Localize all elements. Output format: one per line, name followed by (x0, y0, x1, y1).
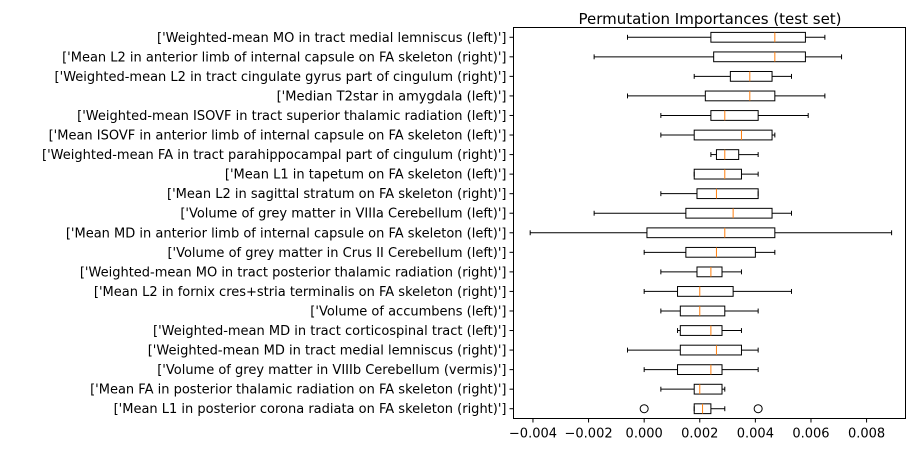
category-label: ['Mean L1 in posterior corona radiata on… (114, 402, 507, 417)
x-axis: −0.004 −0.002 0.000 0.002 0.004 0.006 0.008 (509, 418, 885, 442)
box-3 (693, 70, 793, 82)
iqr-box (685, 246, 756, 258)
iqr-box (679, 305, 726, 317)
iqr-box (713, 51, 806, 63)
box-11 (529, 227, 893, 239)
iqr-box (710, 31, 806, 43)
category-label: ['Mean FA in posterior thalamic radiatio… (90, 383, 506, 398)
iqr-box (677, 364, 723, 376)
x-tick-label: −0.002 (565, 427, 613, 442)
iqr-box (715, 149, 740, 160)
category-label: ['Weighted-mean MD in tract corticospina… (153, 324, 506, 339)
box-16 (677, 325, 742, 336)
chart-title: Permutation Importances (test set) (578, 10, 841, 28)
category-labels: ['Weighted-mean MO in tract medial lemni… (42, 31, 514, 417)
flier-point (639, 404, 649, 414)
x-tick-label: −0.004 (509, 427, 557, 442)
category-label: ['Weighted-mean L2 in tract cingulate gy… (55, 70, 507, 85)
box-14 (643, 286, 793, 297)
iqr-box (710, 110, 759, 121)
iqr-box (677, 286, 734, 297)
box-13 (660, 266, 742, 278)
x-tick-label: 0.002 (681, 427, 718, 442)
box-1 (626, 31, 826, 43)
box-2 (593, 51, 843, 63)
category-label: ['Volume of grey matter in Crus II Cereb… (167, 246, 506, 261)
category-label: ['Mean ISOVF in anterior limb of interna… (49, 129, 507, 144)
iqr-box (679, 344, 742, 356)
category-label: ['Mean L2 in fornix cres+stria terminali… (94, 285, 507, 300)
x-tick-label: 0.004 (737, 427, 774, 442)
category-label: ['Mean MD in anterior limb of internal c… (66, 226, 507, 241)
x-tick-label: 0.008 (848, 427, 885, 442)
boxes-layer (529, 31, 893, 415)
iqr-box (696, 188, 759, 200)
plot-frame (513, 27, 906, 419)
flier-point (753, 404, 763, 414)
iqr-box (646, 227, 776, 239)
category-label: ['Mean L2 in sagittal stratum on FA skel… (167, 187, 507, 202)
iqr-box (696, 266, 723, 278)
iqr-box (704, 90, 776, 102)
box-6 (660, 129, 776, 141)
iqr-box (693, 168, 742, 180)
category-label: ['Mean L2 in anterior limb of internal c… (62, 50, 506, 65)
box-17 (626, 344, 759, 356)
category-label: ['Mean L1 in tapetum on FA skeleton (lef… (225, 168, 507, 183)
box-4 (626, 90, 826, 102)
box-19 (660, 383, 726, 395)
box-12 (643, 246, 776, 258)
iqr-box (685, 207, 773, 219)
box-8 (693, 168, 759, 180)
box-7 (710, 149, 759, 160)
category-label: ['Volume of grey matter in VIIIa Cerebel… (180, 207, 506, 222)
iqr-box (693, 383, 723, 395)
category-label: ['Volume of accumbens (left)'] (310, 304, 506, 319)
box-18 (643, 364, 759, 376)
category-label: ['Weighted-mean MO in tract posterior th… (80, 265, 507, 280)
iqr-box (729, 70, 773, 82)
box-9 (660, 188, 759, 200)
category-label: ['Median T2star in amygdala (left)'] (277, 89, 507, 104)
category-label: ['Weighted-mean FA in tract parahippocam… (42, 148, 506, 163)
box-10 (593, 207, 793, 219)
x-tick-label: 0.000 (626, 427, 663, 442)
category-label: ['Volume of grey matter in VIIIb Cerebel… (157, 363, 506, 378)
box-20 (639, 403, 763, 415)
x-tick-label: 0.006 (792, 427, 829, 442)
box-15 (660, 305, 759, 317)
category-label: ['Weighted-mean MO in tract medial lemni… (157, 31, 507, 46)
category-label: ['Weighted-mean ISOVF in tract superior … (77, 109, 506, 124)
iqr-box (679, 325, 723, 336)
box-5 (660, 110, 809, 121)
category-label: ['Weighted-mean MD in tract medial lemni… (148, 344, 507, 359)
iqr-box (693, 129, 773, 141)
